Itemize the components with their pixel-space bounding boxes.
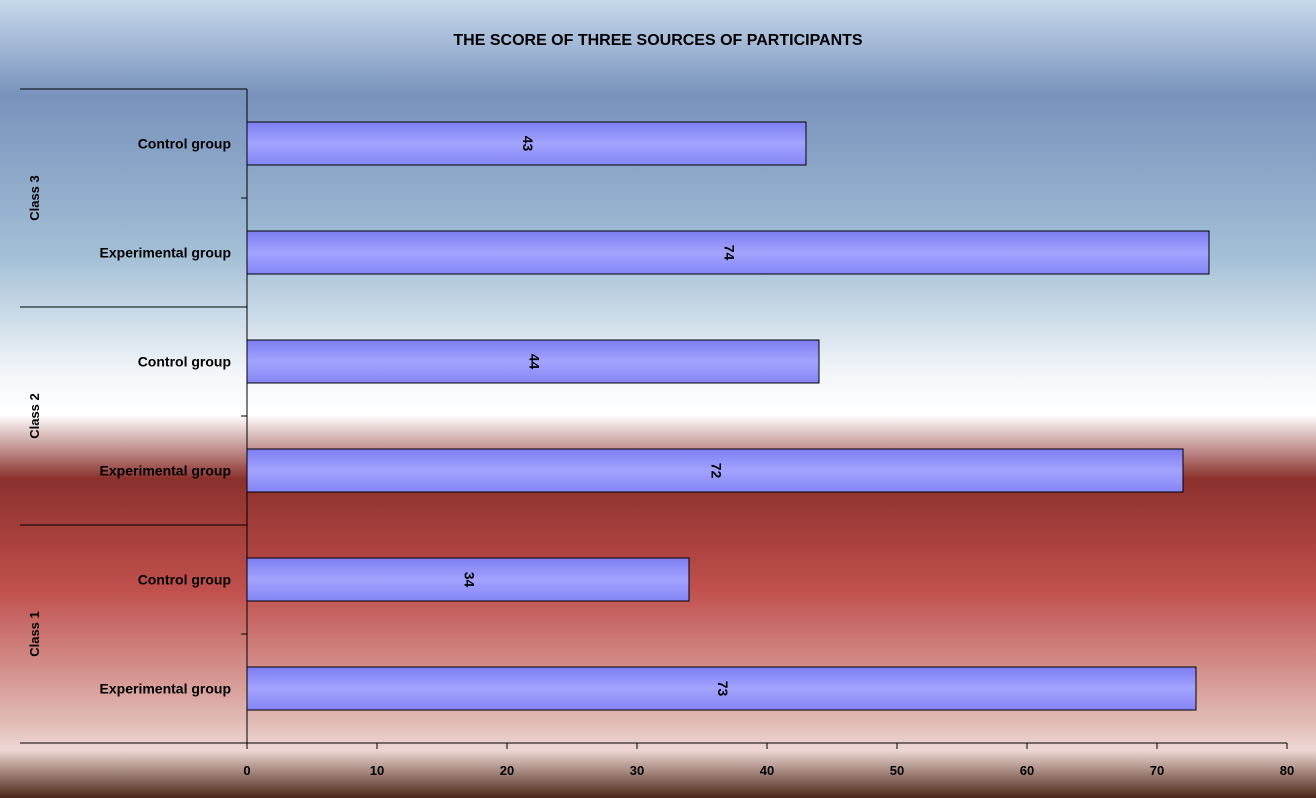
x-tick-label: 30 (630, 763, 644, 778)
bar (246, 121, 807, 166)
bar (246, 339, 820, 384)
category-label: Control group (138, 572, 231, 588)
data-label: 44 (526, 354, 542, 370)
data-label: 74 (721, 245, 737, 261)
category-label: Experimental group (100, 245, 231, 261)
data-label: 34 (461, 572, 477, 588)
category-label: Control group (138, 354, 231, 370)
group-label: Class 3 (27, 175, 42, 221)
group-label: Class 1 (27, 611, 42, 657)
bar (246, 230, 1210, 275)
bar (246, 666, 1197, 711)
group-label: Class 2 (27, 393, 42, 439)
x-tick-label: 40 (760, 763, 774, 778)
plot-area: 0 10 20 30 40 50 60 70 80 Class 1 Class 2 Class 3 Ex… (20, 88, 1294, 778)
data-label: 73 (715, 681, 731, 697)
x-tick-label: 80 (1280, 763, 1294, 778)
bar (246, 557, 690, 602)
x-tick-label: 0 (243, 763, 250, 778)
data-label: 72 (708, 463, 724, 479)
category-label: Control group (138, 136, 231, 152)
x-tick-label: 60 (1020, 763, 1034, 778)
x-tick-label: 20 (500, 763, 514, 778)
x-tick-label: 50 (890, 763, 904, 778)
category-label: Experimental group (100, 463, 231, 479)
data-label: 43 (520, 136, 536, 152)
chart-title: THE SCORE OF THREE SOURCES OF PARTICIPAN… (453, 32, 863, 49)
category-label: Experimental group (100, 681, 231, 697)
x-tick-label: 70 (1150, 763, 1164, 778)
bar (246, 448, 1184, 493)
x-tick-label: 10 (370, 763, 384, 778)
